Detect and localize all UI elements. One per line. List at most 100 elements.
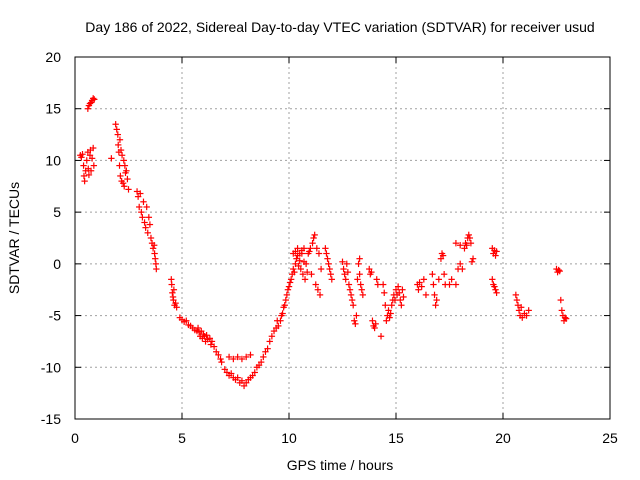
data-point — [264, 345, 271, 352]
data-point — [452, 281, 460, 288]
data-point — [133, 188, 141, 195]
data-point — [172, 299, 179, 307]
data-point — [354, 276, 361, 283]
data-point — [315, 250, 323, 257]
data-point — [558, 307, 566, 314]
data-point — [84, 105, 92, 112]
data-point — [372, 320, 379, 328]
data-point — [399, 286, 406, 293]
data-point — [230, 355, 237, 363]
data-point — [247, 351, 254, 359]
plot-frame — [74, 56, 611, 420]
data-point — [466, 234, 474, 242]
data-point — [459, 265, 466, 273]
data-point — [383, 317, 390, 324]
data-point — [555, 266, 562, 274]
data-point — [91, 96, 98, 103]
data-point — [468, 258, 476, 265]
data-point — [415, 286, 422, 293]
data-point — [347, 291, 355, 299]
data-point — [561, 314, 569, 321]
data-point — [326, 265, 333, 273]
data-point — [429, 271, 436, 278]
data-point — [328, 276, 335, 283]
data-point — [116, 136, 124, 143]
data-point — [382, 302, 389, 309]
chart-title: Day 186 of 2022, Sidereal Day-to-day VTE… — [85, 19, 594, 35]
data-point — [430, 281, 437, 288]
data-point — [387, 310, 394, 317]
data-point — [208, 338, 216, 345]
data-point — [144, 229, 151, 237]
data-point — [357, 281, 364, 288]
data-point — [89, 95, 97, 102]
data-point — [285, 283, 293, 290]
data-point — [493, 289, 500, 297]
x-tick-label: 0 — [71, 430, 79, 446]
data-point — [343, 260, 350, 268]
data-point — [351, 317, 358, 324]
data-point — [169, 289, 176, 297]
data-point — [277, 317, 284, 324]
data-point — [368, 268, 375, 276]
data-point — [452, 239, 460, 247]
data-point — [147, 234, 155, 242]
data-point — [238, 377, 246, 384]
data-point — [492, 286, 499, 293]
data-point — [168, 281, 175, 288]
data-point — [562, 315, 570, 322]
data-point — [284, 286, 292, 293]
data-point — [352, 320, 359, 328]
data-point — [422, 291, 430, 299]
data-point — [348, 296, 356, 304]
x-tick-label: 5 — [178, 430, 186, 446]
y-tick-label: 15 — [45, 101, 61, 117]
data-point — [523, 312, 530, 319]
data-point — [81, 177, 88, 185]
y-tick-label: -15 — [41, 411, 61, 427]
data-point — [89, 144, 97, 152]
data-point — [519, 314, 526, 321]
data-point — [79, 151, 86, 158]
data-point — [345, 281, 353, 288]
data-point — [381, 289, 388, 297]
data-point — [312, 281, 319, 288]
data-point — [514, 302, 522, 309]
data-point — [117, 146, 125, 154]
data-point — [217, 355, 224, 363]
data-point — [396, 289, 403, 297]
data-point — [225, 353, 233, 361]
data-point — [139, 214, 146, 221]
data-point — [369, 317, 376, 324]
data-point — [140, 198, 147, 205]
data-point — [275, 322, 282, 330]
data-point — [150, 242, 158, 249]
data-point — [141, 219, 148, 226]
data-point — [260, 353, 267, 361]
data-point — [371, 324, 378, 332]
y-tick-label: -5 — [49, 308, 62, 324]
data-point — [234, 353, 241, 361]
data-point — [108, 155, 115, 162]
data-point — [416, 279, 423, 286]
grid-lines — [75, 57, 610, 419]
data-point — [386, 314, 393, 321]
data-point — [80, 172, 88, 180]
data-point — [299, 271, 307, 278]
y-tick-label: 5 — [53, 204, 61, 220]
data-point — [379, 281, 387, 288]
data-point — [340, 265, 347, 273]
data-point — [314, 286, 322, 293]
data-point — [388, 302, 395, 309]
data-point — [418, 283, 425, 290]
data-point — [341, 271, 348, 278]
data-point — [493, 248, 500, 255]
data-point — [290, 265, 297, 273]
data-point — [317, 265, 325, 273]
data-point — [394, 283, 402, 290]
data-point — [322, 245, 329, 252]
data-point — [307, 245, 314, 252]
data-point — [398, 302, 405, 309]
data-point — [238, 355, 246, 363]
data-point — [344, 268, 352, 276]
